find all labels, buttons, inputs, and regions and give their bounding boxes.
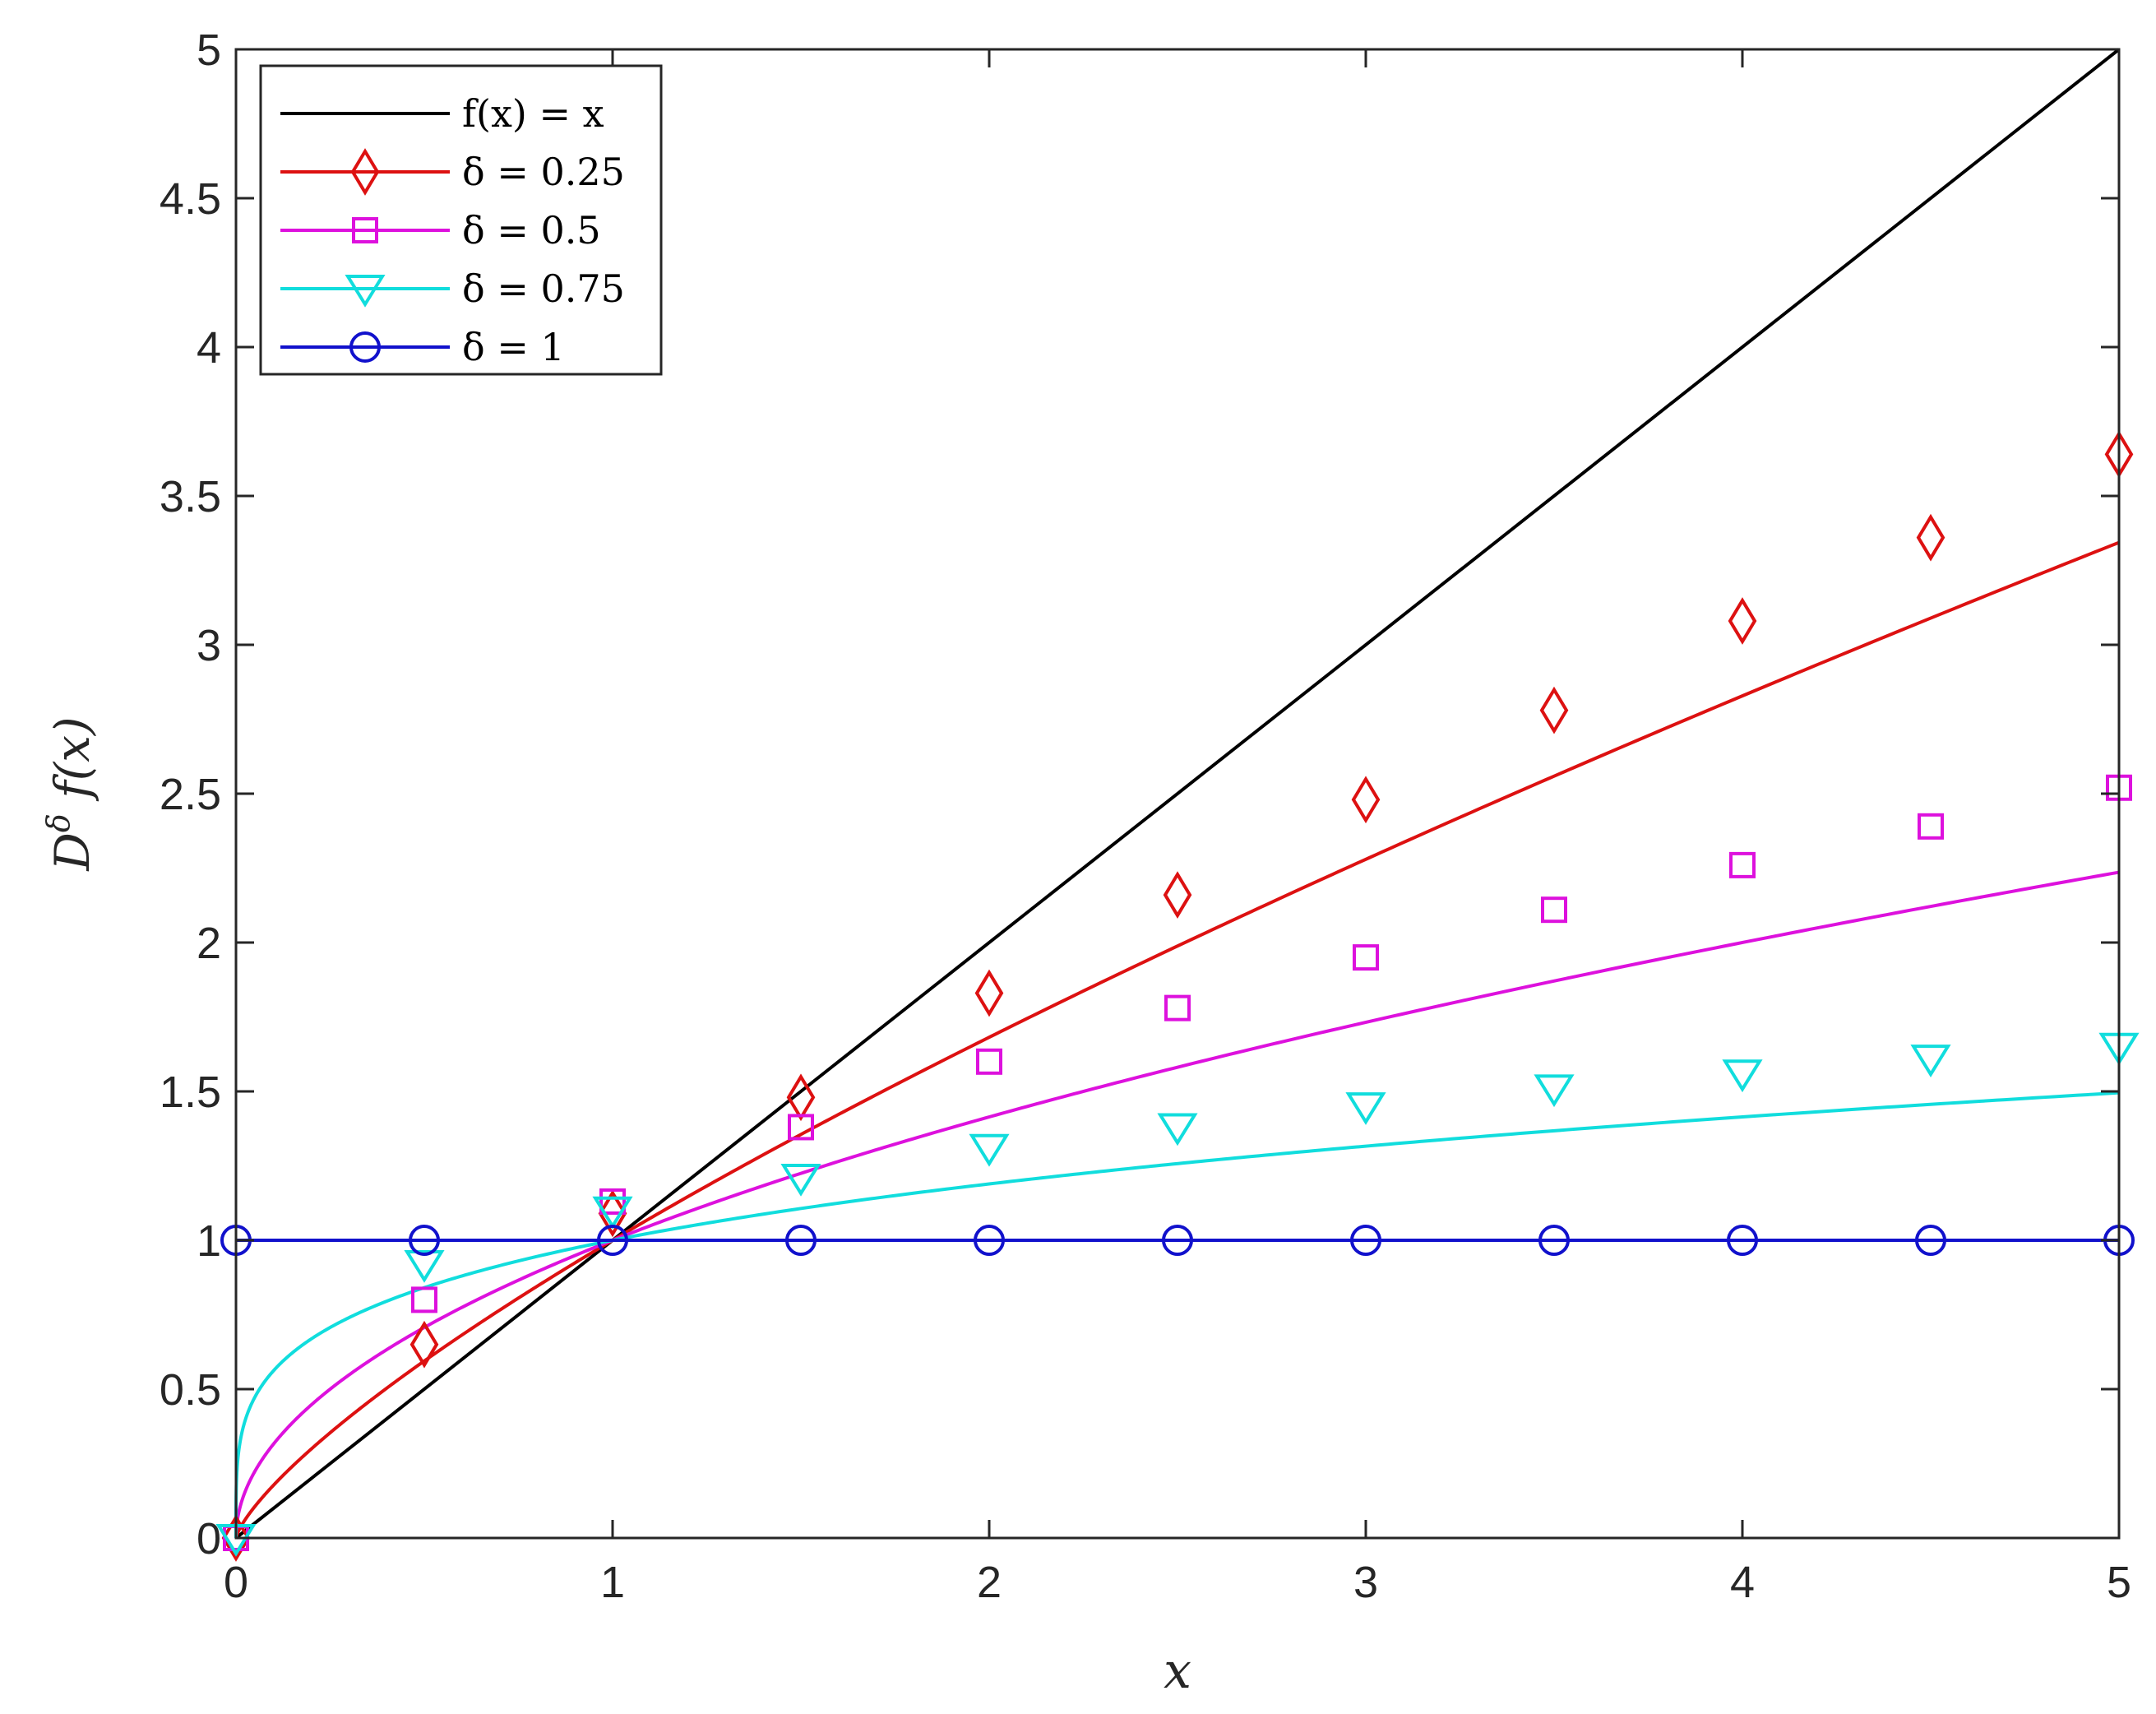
data-point-2-7 xyxy=(1541,896,1567,924)
data-point-2-4 xyxy=(976,1048,1002,1075)
y-tick-label: 4 xyxy=(197,323,221,373)
data-point-1-4 xyxy=(974,969,1004,1017)
data-point-2-8 xyxy=(1729,851,1756,878)
data-point-3-4 xyxy=(969,1133,1010,1167)
tick-labels: 0 1 2 3 4 5 0 0.5 1 1.5 2 2.5 3 3.5 4 4.5 5 xyxy=(160,25,2131,1607)
legend-entry: f(x) = x xyxy=(462,91,604,136)
x-tick-label: 2 xyxy=(977,1558,1002,1607)
series-line-2 xyxy=(234,870,2120,1538)
legend-marker xyxy=(350,148,380,196)
data-point-4-7 xyxy=(1538,1225,1570,1256)
data-point-1-1 xyxy=(409,1320,439,1369)
y-tick-label: 2 xyxy=(197,919,221,968)
data-point-1-2 xyxy=(598,1189,627,1238)
x-axis-label: x xyxy=(1164,1642,1191,1700)
x-tick-label: 4 xyxy=(1730,1558,1755,1607)
legend: f(x) = x δ = 0.25 δ = 0.5 δ = 0.75 δ = 1 xyxy=(259,64,663,376)
y-tick-label: 0 xyxy=(197,1514,221,1563)
svg-text:Dδ f(x): Dδ f(x) xyxy=(40,716,100,871)
legend-marker xyxy=(345,275,386,308)
data-point-4-8 xyxy=(1727,1225,1758,1256)
data-point-3-7 xyxy=(1534,1074,1575,1108)
data-point-2-2 xyxy=(599,1188,626,1215)
series-line-1 xyxy=(234,540,2120,1539)
y-axis-label: Dδ f(x) xyxy=(40,716,100,871)
y-tick-label: 1.5 xyxy=(160,1068,221,1117)
legend-marker xyxy=(352,217,378,243)
y-tick-label: 2.5 xyxy=(160,770,221,819)
y-tick-label: 3.5 xyxy=(160,472,221,521)
x-tick-label: 5 xyxy=(2107,1558,2131,1607)
data-point-2-3 xyxy=(788,1114,814,1141)
data-point-3-1 xyxy=(404,1249,445,1283)
data-point-3-8 xyxy=(1722,1059,1763,1093)
legend-entry: δ = 1 xyxy=(462,325,565,369)
data-point-3-9 xyxy=(1910,1045,1951,1077)
series-curves xyxy=(234,48,2121,1540)
data-point-4-1 xyxy=(409,1225,440,1256)
data-point-3-6 xyxy=(1345,1092,1386,1125)
legend-entry: δ = 0.5 xyxy=(462,208,601,252)
data-point-1-0 xyxy=(221,1514,251,1562)
data-point-2-5 xyxy=(1164,994,1191,1021)
legend-entry: δ = 0.25 xyxy=(462,150,625,194)
axes xyxy=(234,48,2121,1540)
data-point-4-4 xyxy=(974,1225,1005,1256)
series-line-3 xyxy=(234,1091,2120,1538)
data-point-2-6 xyxy=(1353,944,1379,971)
x-tick-label: 1 xyxy=(600,1558,625,1607)
y-tick-label: 4.5 xyxy=(160,174,221,224)
data-point-4-9 xyxy=(1915,1225,1946,1256)
y-tick-label: 3 xyxy=(197,621,221,670)
legend-entry: δ = 0.75 xyxy=(462,266,625,311)
data-point-4-3 xyxy=(785,1225,817,1256)
data-point-1-8 xyxy=(1728,597,1757,645)
y-tick-label: 5 xyxy=(197,25,221,75)
data-point-1-3 xyxy=(786,1073,816,1122)
data-point-2-1 xyxy=(411,1286,437,1313)
data-point-3-3 xyxy=(780,1163,821,1197)
data-point-4-2 xyxy=(597,1225,628,1256)
y-tick-label: 1 xyxy=(197,1216,221,1266)
data-point-3-2 xyxy=(592,1196,633,1230)
series-markers xyxy=(215,430,2140,1562)
series-line-0 xyxy=(234,48,2121,1540)
data-point-4-6 xyxy=(1350,1225,1381,1256)
data-point-1-7 xyxy=(1539,686,1569,734)
x-tick-label: 3 xyxy=(1353,1558,1378,1607)
data-point-2-9 xyxy=(1918,813,1944,840)
data-point-1-5 xyxy=(1163,871,1192,919)
x-tick-label: 0 xyxy=(224,1558,248,1607)
y-tick-label: 0.5 xyxy=(160,1365,221,1415)
legend-marker xyxy=(349,331,381,363)
data-point-3-5 xyxy=(1157,1113,1198,1147)
legend-box xyxy=(259,64,663,376)
data-point-1-9 xyxy=(1916,513,1945,562)
data-point-4-5 xyxy=(1162,1225,1193,1256)
data-point-1-6 xyxy=(1351,776,1381,824)
